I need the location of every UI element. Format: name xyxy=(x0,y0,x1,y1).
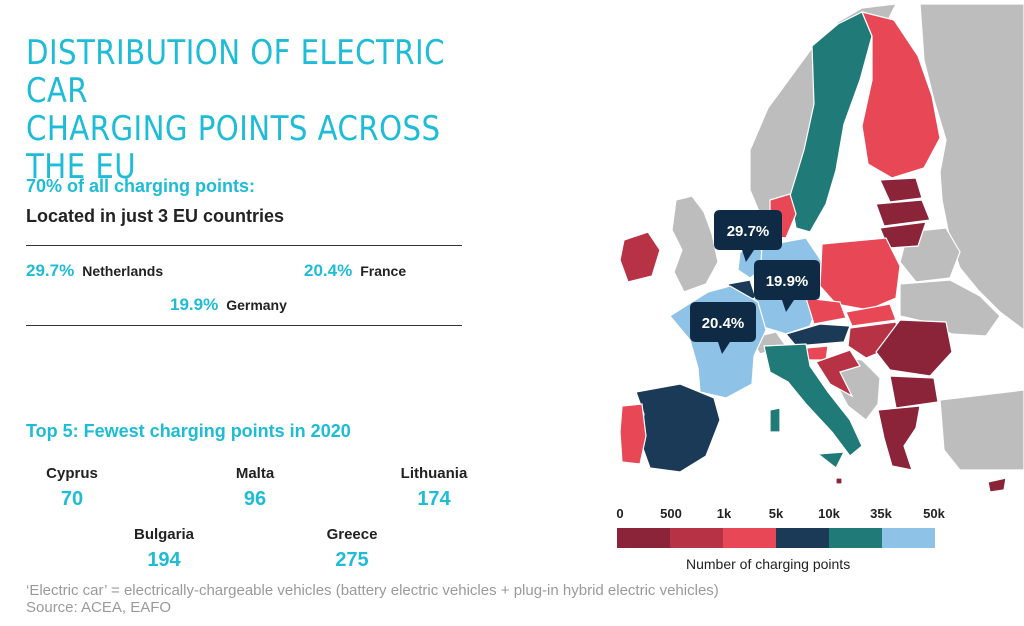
divider-top xyxy=(26,245,462,246)
europe-map: 29.7% 19.9% 20.4% xyxy=(619,3,1024,493)
finland-shape xyxy=(860,11,941,179)
legend-swatch-35k-50k xyxy=(882,528,935,548)
top5-lithuania: Lithuania 174 xyxy=(374,465,494,511)
share-germany: 19.9% Germany xyxy=(170,295,287,315)
subtitle-highlight: 70% of all charging points: xyxy=(26,176,256,196)
top5-bulgaria: Bulgaria 194 xyxy=(104,526,224,572)
share-germany-name: Germany xyxy=(226,297,287,313)
top5-greece: Greece 275 xyxy=(292,526,412,572)
non-eu-countries xyxy=(671,3,1024,471)
legend-swatch-0-500 xyxy=(617,528,670,548)
uk-shape xyxy=(671,195,719,293)
legend-tick-50k: 50k xyxy=(923,506,945,521)
top5-bulgaria-value: 194 xyxy=(147,549,181,571)
sardinia-shape xyxy=(769,407,781,433)
czechia-shape xyxy=(805,297,847,325)
share-germany-pct: 19.9% xyxy=(170,295,219,314)
top5-greece-value: 275 xyxy=(335,549,369,571)
cyprus-shape xyxy=(987,477,1007,493)
croatia-shape xyxy=(815,349,861,398)
ukraine-shape xyxy=(899,279,1001,337)
estonia-shape xyxy=(879,177,923,203)
legend-tick-500: 500 xyxy=(660,506,682,521)
share-france: 20.4% France xyxy=(304,261,406,281)
sicily-shape xyxy=(816,451,846,469)
turkey-shape xyxy=(939,389,1024,471)
legend-tick-1k: 1k xyxy=(716,506,732,521)
portugal-shape xyxy=(619,403,647,465)
callout-netherlands-label: 29.7% xyxy=(727,223,770,240)
legend-swatch-5k-10k xyxy=(776,528,829,548)
legend-tick-10k: 10k xyxy=(818,506,840,521)
page-title: DISTRIBUTION OF ELECTRIC CAR CHARGING PO… xyxy=(26,34,508,186)
top5-malta: Malta 96 xyxy=(195,465,315,511)
callout-netherlands: 29.7% xyxy=(714,210,782,262)
legend-tick-0: 0 xyxy=(616,506,624,521)
legend-swatch-500-1k xyxy=(670,528,723,548)
callout-germany-label: 19.9% xyxy=(766,273,809,290)
ireland-shape xyxy=(619,231,661,283)
italy-shape xyxy=(763,343,863,457)
footnote-source: Source: ACEA, EAFO xyxy=(26,599,172,616)
legend-title: Number of charging points xyxy=(686,556,851,572)
top5-cyprus-value: 70 xyxy=(60,488,84,510)
poland-shape xyxy=(819,237,901,311)
top5-greece-name: Greece xyxy=(326,526,378,543)
top5-heading: Top 5: Fewest charging points in 2020 xyxy=(26,421,351,441)
slovakia-shape xyxy=(845,303,897,327)
legend-swatch-10k-35k xyxy=(829,528,882,548)
top5-bulgaria-name: Bulgaria xyxy=(133,526,194,543)
top5-lithuania-name: Lithuania xyxy=(400,465,468,482)
title-line-1: DISTRIBUTION OF ELECTRIC CAR xyxy=(26,33,445,111)
romania-shape xyxy=(875,319,953,377)
legend-tick-35k: 35k xyxy=(870,506,892,521)
malta-shape xyxy=(835,477,843,485)
share-netherlands: 29.7% Netherlands xyxy=(26,261,163,281)
callout-france-label: 20.4% xyxy=(702,315,745,332)
spain-shape xyxy=(635,383,721,473)
bulgaria-shape xyxy=(889,375,939,409)
slovenia-shape xyxy=(805,345,829,361)
subtitle: Located in just 3 EU countries xyxy=(26,206,285,226)
title-line-2: CHARGING POINTS ACROSS THE EU xyxy=(26,109,441,187)
top5-malta-name: Malta xyxy=(235,465,275,482)
callout-france: 20.4% xyxy=(690,302,756,354)
divider-bottom xyxy=(26,325,462,326)
top5-lithuania-value: 174 xyxy=(417,488,451,510)
share-france-name: France xyxy=(360,263,407,279)
eu-countries xyxy=(619,11,1007,493)
share-france-pct: 20.4% xyxy=(304,261,353,280)
share-netherlands-pct: 29.7% xyxy=(26,261,75,280)
top5-malta-value: 96 xyxy=(243,488,267,510)
callout-germany: 19.9% xyxy=(754,260,820,312)
top5-cyprus-name: Cyprus xyxy=(46,465,98,482)
footnote-definition: ‘Electric car’ = electrically-chargeable… xyxy=(26,582,719,599)
footnote: ‘Electric car’ = electrically-chargeable… xyxy=(26,582,719,616)
latvia-shape xyxy=(875,199,931,227)
share-netherlands-name: Netherlands xyxy=(82,263,164,279)
top5-cyprus: Cyprus 70 xyxy=(12,465,132,511)
legend-tick-5k: 5k xyxy=(768,506,784,521)
legend-swatch-1k-5k xyxy=(723,528,776,548)
greece-shape xyxy=(877,405,921,471)
